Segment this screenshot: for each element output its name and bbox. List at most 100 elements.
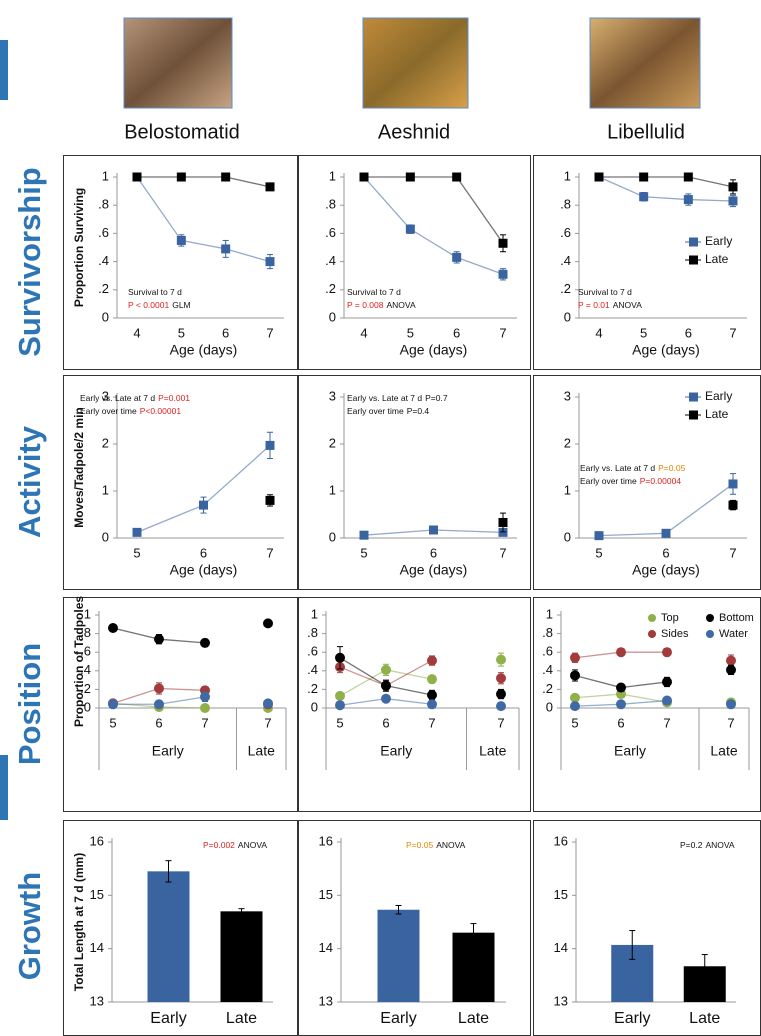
y-tick-label: .4 [307,662,318,677]
point [335,653,345,663]
point [496,689,506,699]
legend-label: Early [705,389,732,403]
series-line [599,484,733,536]
panel: 0.2.4.6.815677EarlyLate [299,598,531,812]
bar [378,910,420,1002]
legend-label: Water [719,628,748,640]
annotation-part: ANOVA [386,300,415,310]
point [406,173,415,182]
x-axis-label: Age (days) [400,342,468,358]
x-tick-label: 5 [595,545,602,560]
legend-label: Bottom [719,612,754,624]
annotation-part: Early over time [580,476,637,486]
y-tick-label: 0 [102,309,109,324]
point [570,670,580,680]
point [729,501,738,510]
point [499,518,508,527]
x-tick-label: 6 [662,545,669,560]
legend-label: Top [661,612,679,624]
x-tick-label: 6 [685,325,692,340]
y-tick-label: 0 [546,699,553,714]
y-tick-label: .4 [98,253,109,268]
y-tick-label: 14 [90,940,104,955]
point [263,618,273,628]
annotation: P=0.2ANOVA [680,840,735,850]
y-tick-label: 16 [90,833,104,848]
point [266,257,275,266]
annotation: Survival to 7 d [347,287,401,297]
point [429,526,438,535]
y-axis-label: Moves/Tadpole/2 min [72,407,86,527]
annotation-part: ANOVA [705,840,734,850]
y-tick-label: 13 [554,993,568,1008]
photo [363,18,468,108]
point [154,683,164,693]
point [381,665,391,675]
y-tick-label: .8 [542,625,553,640]
point [616,647,626,657]
x-tick-label: 6 [200,545,207,560]
x-axis-label: Age (days) [170,342,238,358]
column-label: Libellulid [607,121,685,143]
point [360,531,369,540]
y-tick-label: .8 [307,625,318,640]
point [177,236,186,245]
point [133,173,142,182]
x-tick-label: 5 [133,545,140,560]
point [266,496,275,505]
point [263,698,273,708]
x-axis-label: Age (days) [170,562,238,578]
group-label: Early [152,743,184,759]
y-tick-label: 1 [102,482,109,497]
x-tick-label: 6 [382,715,389,730]
point [221,244,230,253]
annotation-part: GLM [172,300,190,310]
bar [453,933,495,1002]
panel: 0.2.4.6.814567Age (days)EarlyLateSurviva… [534,156,761,370]
y-tick-label: 0 [311,699,318,714]
row-label: Survivorship [12,167,47,357]
y-axis-label: Total Length at 7 d (mm) [72,853,86,991]
point [177,173,186,182]
x-tick-label: 5 [640,325,647,340]
x-tick-label: 7 [266,325,273,340]
x-tick-label: 7 [499,545,506,560]
x-tick-label: 7 [428,715,435,730]
x-tick-label: 6 [453,325,460,340]
y-tick-label: 1 [329,168,336,183]
point [381,681,391,691]
annotation-part: Survival to 7 d [347,287,401,297]
point [616,699,626,709]
legend-marker [648,630,656,638]
y-tick-label: 13 [90,993,104,1008]
annotation: Early vs. Late at 7 dP=0.7 [347,393,448,403]
point [662,696,672,706]
group-label: Early [380,743,412,759]
x-tick-label: 7 [499,325,506,340]
series-line [599,177,733,201]
bar [148,871,190,1002]
annotation-part: P = 0.008 [347,300,384,310]
y-tick-label: 1 [564,482,571,497]
annotation-part: ANOVA [238,840,267,850]
y-tick-label: 3 [329,388,336,403]
annotation-part: P=0.7 [425,393,448,403]
y-tick-label: 3 [564,388,571,403]
series-line [137,445,270,532]
point [266,441,275,450]
legend-marker [706,630,714,638]
point [360,173,369,182]
legend-label: Late [705,252,729,266]
y-tick-label: .2 [542,681,553,696]
y-tick-label: .6 [325,225,336,240]
bar [221,911,263,1002]
legend-label: Sides [661,628,689,640]
x-tick-label: 6 [430,545,437,560]
panel: 0123567Age (days)Early vs. Late at 7 dP=… [299,376,531,590]
legend-marker [689,393,698,402]
point [200,703,210,713]
x-tick-label: 5 [109,715,116,730]
